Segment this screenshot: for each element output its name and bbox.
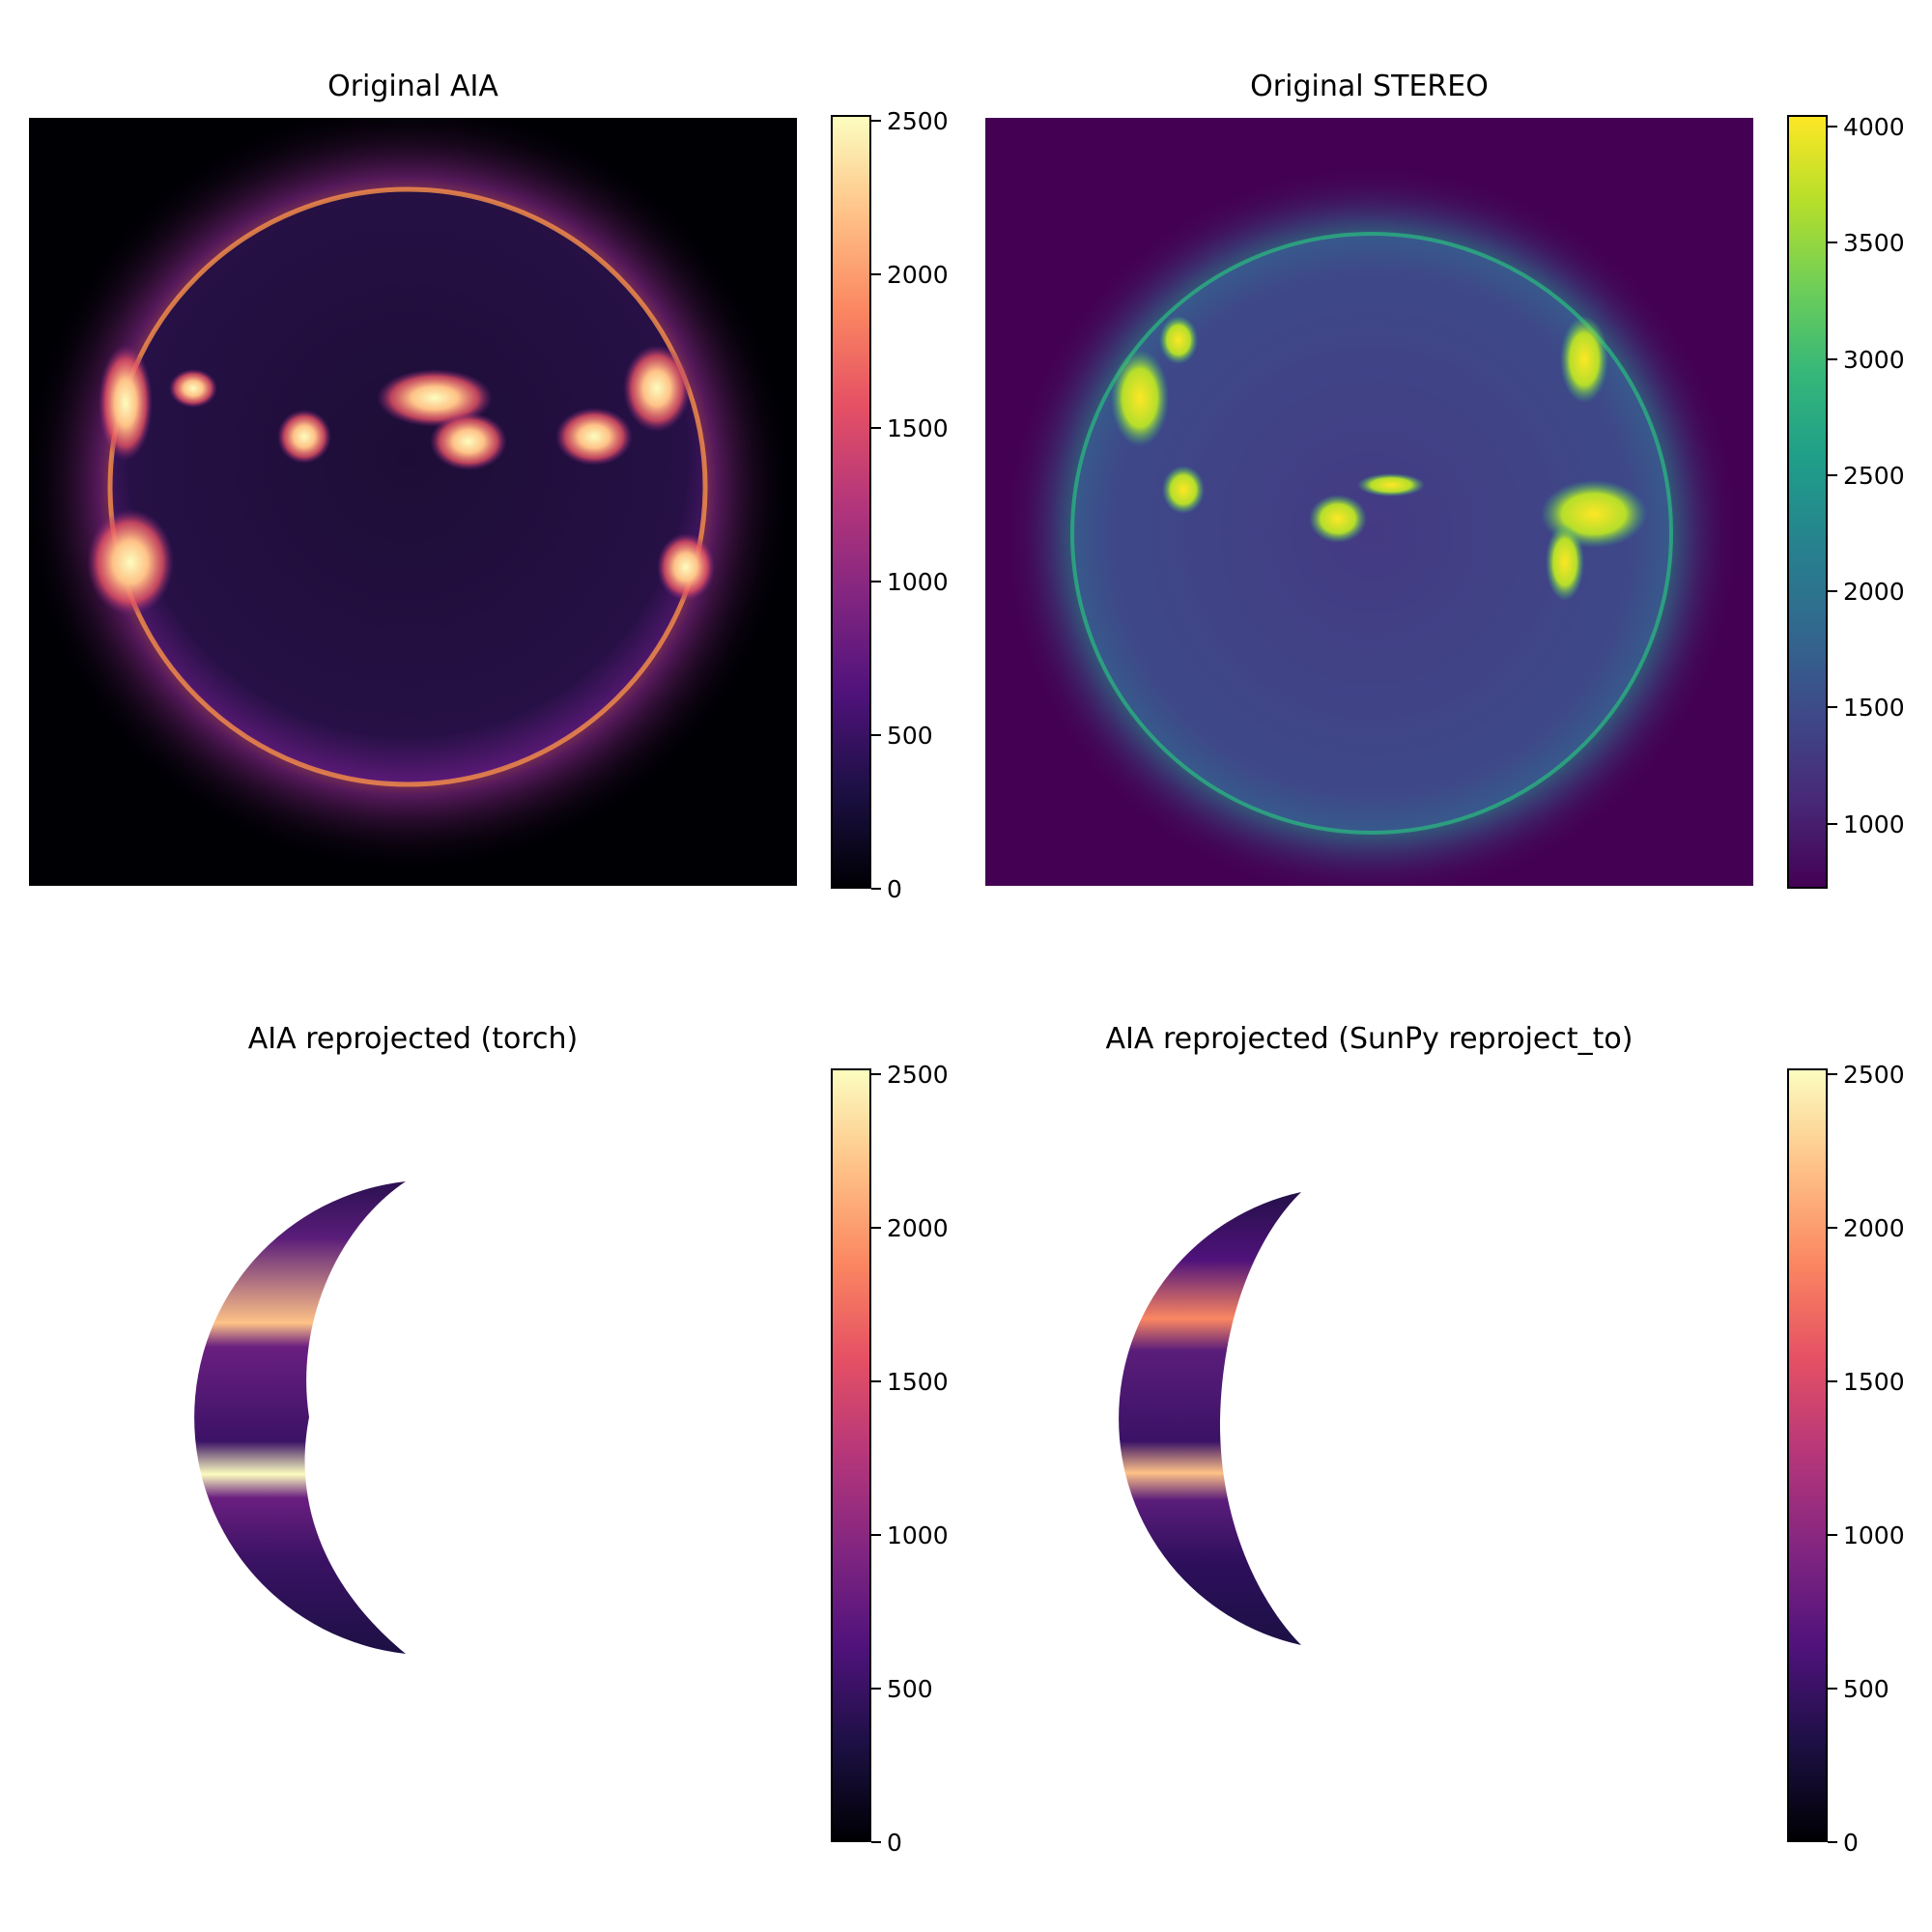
colorbar-tick	[871, 1534, 881, 1537]
colorbar-tick	[871, 273, 881, 276]
colorbar-tick	[1828, 706, 1837, 709]
colorbar-tick	[1828, 357, 1837, 360]
colorbar-tick	[871, 1227, 881, 1230]
aia-active-region	[430, 412, 507, 470]
colorbar-tick	[1828, 126, 1837, 128]
panel-title-aia-reprojected-torch: AIA reprojected (torch)	[247, 1022, 579, 1056]
colorbar-tick-label: 1500	[1843, 694, 1905, 723]
stereo-active-region	[1111, 350, 1169, 446]
colorbar-tick	[1828, 1073, 1837, 1076]
stereo-solar-disk	[1072, 234, 1671, 833]
colorbar-tick	[871, 1841, 881, 1843]
stereo-active-region	[1546, 524, 1584, 601]
aia-active-region	[555, 408, 633, 466]
colorbar-tick-label: 0	[887, 875, 902, 903]
aia-active-region	[169, 369, 217, 408]
colorbar-tick-label: 1000	[887, 568, 949, 597]
colorbar-tick-label: 0	[1843, 1829, 1859, 1857]
aia-reprojected-sunpy-image	[985, 1072, 1753, 1840]
colorbar-tick	[871, 1688, 881, 1690]
aia-sunpy-crescent	[1119, 1192, 1301, 1645]
stereo-active-region	[1560, 316, 1608, 403]
colorbar-tick	[1828, 590, 1837, 593]
aia-active-region	[623, 345, 691, 432]
colorbar-tick	[871, 120, 881, 123]
colorbar-tick-label: 1000	[887, 1521, 949, 1550]
stereo-active-region	[1357, 473, 1425, 497]
colorbar-tick-label: 2500	[887, 1061, 949, 1090]
stereo-active-region	[1159, 316, 1198, 364]
aia-solar-disk	[110, 189, 705, 784]
aia-active-region	[99, 345, 153, 461]
colorbar-tick	[1828, 1227, 1837, 1230]
stereo-active-region	[1162, 466, 1205, 514]
colorbar-tick-label: 4000	[1843, 113, 1905, 142]
aia-active-region	[277, 410, 331, 464]
stereo-original-image	[985, 118, 1753, 886]
colorbar-tick-label: 2500	[1843, 461, 1905, 490]
colorbar-tick	[1828, 1534, 1837, 1537]
colorbar-tick	[871, 734, 881, 737]
aia-active-region	[657, 533, 715, 601]
colorbar-tick	[871, 888, 881, 890]
colorbar-tick-label: 2000	[887, 261, 949, 290]
colorbar-tick	[871, 1380, 881, 1383]
aia-reprojected-torch-image	[29, 1072, 797, 1840]
colorbar-tick-label: 500	[1843, 1675, 1889, 1704]
colorbar-aia-reprojected-sunpy	[1787, 1068, 1828, 1842]
colorbar-aia-reprojected-torch	[831, 1068, 871, 1842]
aia-limb	[107, 186, 708, 787]
colorbar-tick-label: 1500	[887, 1368, 949, 1397]
colorbar-tick	[871, 427, 881, 430]
aia-torch-crescent	[194, 1181, 406, 1654]
colorbar-tick-label: 1000	[1843, 810, 1905, 838]
panel-title-original-aia: Original AIA	[327, 70, 498, 103]
colorbar-tick-label: 1000	[1843, 1521, 1905, 1550]
colorbar-original-stereo	[1787, 115, 1828, 889]
colorbar-tick-label: 2500	[887, 107, 949, 136]
colorbar-tick	[1828, 242, 1837, 244]
colorbar-tick-label: 3500	[1843, 229, 1905, 258]
panel-title-original-stereo: Original STEREO	[1250, 70, 1489, 103]
colorbar-tick-label: 1500	[1843, 1368, 1905, 1397]
colorbar-tick-label: 2000	[887, 1214, 949, 1243]
colorbar-tick	[871, 1073, 881, 1076]
aia-active-region	[377, 369, 493, 427]
colorbar-tick	[1828, 1688, 1837, 1690]
colorbar-tick-label: 2000	[1843, 1214, 1905, 1243]
panel-title-aia-reprojected-sunpy: AIA reprojected (SunPy reproject_to)	[1105, 1022, 1634, 1056]
colorbar-tick	[1828, 473, 1837, 476]
colorbar-tick-label: 2500	[1843, 1061, 1905, 1090]
aia-original-image	[29, 118, 797, 886]
colorbar-tick-label: 500	[887, 1675, 933, 1704]
aia-active-region	[87, 509, 174, 615]
stereo-limb	[1070, 232, 1673, 835]
colorbar-tick	[1828, 1380, 1837, 1383]
stereo-active-region	[1309, 495, 1367, 543]
colorbar-tick	[1828, 822, 1837, 825]
colorbar-tick-label: 0	[887, 1829, 902, 1857]
colorbar-tick-label: 3000	[1843, 345, 1905, 374]
colorbar-tick-label: 2000	[1843, 578, 1905, 607]
colorbar-original-aia	[831, 115, 871, 889]
colorbar-tick-label: 500	[887, 722, 933, 751]
colorbar-tick	[1828, 1841, 1837, 1843]
colorbar-tick	[871, 581, 881, 583]
colorbar-tick-label: 1500	[887, 414, 949, 443]
